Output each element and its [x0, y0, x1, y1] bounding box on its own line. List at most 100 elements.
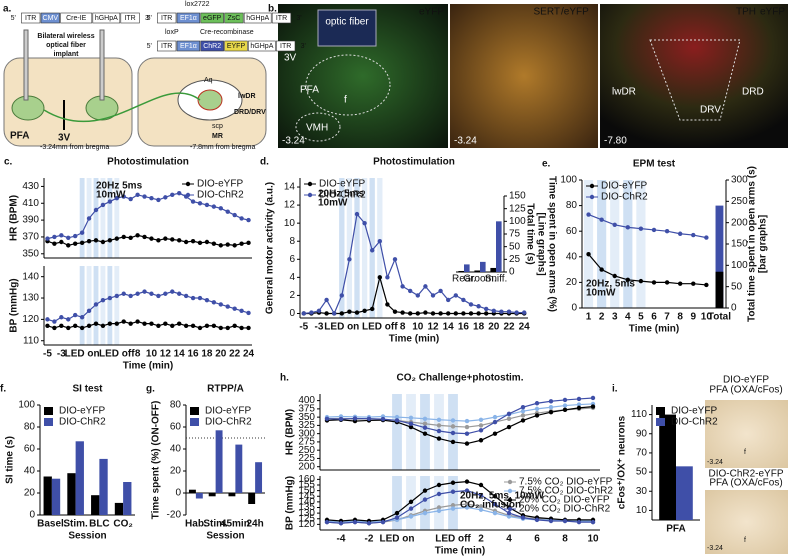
y2-tick-label: 100 — [731, 260, 748, 271]
x-tick-label: 24 — [519, 322, 531, 333]
bar — [464, 264, 470, 272]
data-point — [128, 235, 133, 240]
y-tick-label: 0 — [289, 308, 295, 319]
panel-label: c. — [4, 157, 13, 168]
data-point — [677, 281, 683, 286]
data-point — [114, 196, 120, 201]
y-tick-label: 100 — [560, 175, 577, 186]
data-point — [93, 302, 99, 307]
data-point — [232, 306, 237, 311]
data-point — [239, 241, 244, 246]
data-point — [430, 293, 436, 298]
data-point — [239, 325, 244, 331]
data-point — [436, 505, 442, 510]
legend-label: 20% CO₂ DIO-eYFP — [519, 495, 610, 506]
data-point — [438, 288, 443, 294]
data-point — [339, 311, 344, 316]
data-point — [316, 308, 322, 313]
data-point — [612, 222, 617, 227]
data-point — [514, 310, 519, 315]
panel-i-images — [705, 400, 788, 554]
data-point — [520, 405, 526, 410]
data-point — [446, 297, 451, 303]
x-tick-label: LED off — [99, 349, 135, 360]
data-point — [121, 194, 126, 199]
data-point — [450, 489, 456, 494]
data-point — [499, 309, 504, 314]
data-point — [677, 231, 683, 236]
stimulation-band — [79, 178, 85, 258]
data-point — [415, 293, 420, 298]
coord-label: -3.24 — [282, 136, 305, 147]
x-tick-label: 3 — [612, 312, 618, 323]
data-point — [163, 195, 168, 200]
legend-label: 7.5% CO₂ DIO-ChR2 — [519, 486, 613, 497]
stimulation-band — [100, 266, 106, 345]
legend-swatch — [507, 506, 513, 512]
y2-tick-label: 200 — [731, 217, 748, 228]
data-point — [506, 411, 512, 417]
y-tick-label: 0 — [571, 303, 577, 314]
legend-swatch — [656, 407, 665, 415]
data-point — [135, 319, 140, 324]
bar — [659, 414, 676, 520]
construct-element — [60, 12, 93, 24]
annotation: 10mW — [586, 288, 616, 299]
construct-element — [120, 12, 140, 24]
x-tick-label: Total — [708, 312, 731, 323]
data-point — [246, 240, 251, 246]
data-point — [506, 416, 512, 421]
x-tick-label: 7 — [664, 312, 670, 323]
data-point — [484, 311, 489, 316]
y-tick-label: 70 — [636, 448, 648, 459]
data-point — [492, 501, 498, 507]
x-tick-label: 6 — [651, 312, 657, 323]
construct-label: Cre-IE — [66, 15, 87, 22]
data-point — [347, 257, 352, 262]
data-point — [394, 510, 400, 516]
region-label: DRD/DRV — [234, 109, 266, 116]
data-point — [156, 293, 161, 299]
data-point — [232, 323, 237, 328]
data-point — [491, 308, 496, 313]
panel-label: e. — [542, 159, 551, 170]
y-tick-label: 135 — [298, 502, 315, 513]
data-point — [59, 315, 64, 320]
chart-title: RTPP/A — [207, 384, 244, 395]
x-tick-label: 16 — [188, 349, 200, 360]
bar — [99, 458, 108, 515]
construct-label: 3' — [301, 43, 306, 50]
data-point — [576, 405, 582, 411]
data-point — [476, 311, 481, 316]
y-tick-label: 0 — [509, 267, 515, 278]
x-tick-label: -3 — [315, 322, 324, 333]
data-point — [461, 297, 466, 303]
region-label: DRD — [742, 87, 764, 98]
stimulation-band — [86, 266, 92, 345]
series-line — [326, 403, 594, 422]
y-tick-label: 160 — [298, 474, 315, 485]
image-caption: PFA (OXA/cFos) — [709, 478, 782, 489]
y-tick-label: 110 — [631, 409, 647, 420]
y-tick-label: 20 — [566, 277, 578, 288]
y-tick-label: 125 — [509, 203, 526, 214]
data-point — [218, 243, 223, 248]
data-point — [100, 202, 106, 208]
construct-label: ITR — [161, 43, 172, 50]
data-point — [450, 503, 456, 508]
y-tick-label: 200 — [298, 461, 315, 472]
data-point — [135, 291, 140, 296]
data-point — [576, 396, 582, 402]
data-point — [177, 190, 182, 196]
data-point — [100, 239, 106, 245]
data-point — [377, 275, 382, 280]
bar — [188, 489, 196, 493]
annotation: 20Hz 5ms — [318, 189, 365, 200]
construct-element — [92, 12, 121, 24]
data-point — [107, 295, 113, 301]
construct-label: ChR2 — [203, 43, 221, 50]
y-tick-label: 100 — [18, 400, 35, 411]
data-point — [218, 206, 223, 211]
bar — [474, 270, 480, 272]
axis-title: General motor activity (a.u.) — [265, 182, 276, 314]
